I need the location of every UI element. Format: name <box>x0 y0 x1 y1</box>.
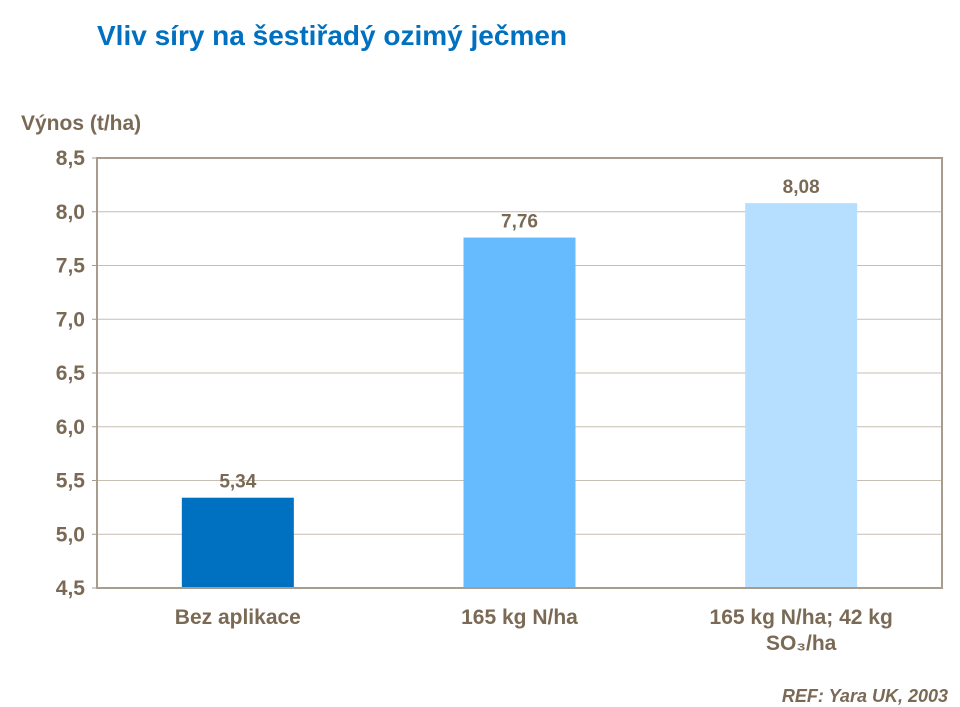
y-tick-label: 4,5 <box>56 577 86 600</box>
x-tick-label: 165 kg N/ha; 42 kg <box>710 606 893 629</box>
data-label: 8,08 <box>783 177 820 198</box>
data-label: 5,34 <box>219 472 256 493</box>
reference-note: REF: Yara UK, 2003 <box>781 686 948 706</box>
x-tick-label: 165 kg N/ha <box>461 606 578 629</box>
y-axis-label: Výnos (t/ha) <box>21 112 142 135</box>
plot-frame <box>96 157 943 589</box>
y-tick-label: 8,5 <box>56 147 86 170</box>
y-tick-label: 6,5 <box>56 362 86 385</box>
chart-title: Vliv síry na šestiřadý ozimý ječmen <box>97 20 568 51</box>
y-tick-label: 6,0 <box>56 416 85 439</box>
y-tick-label: 5,0 <box>56 523 85 546</box>
y-tick-label: 7,5 <box>56 255 86 278</box>
y-tick-label: 5,5 <box>56 470 86 493</box>
bar <box>181 497 294 588</box>
bar <box>745 203 858 588</box>
y-tick-label: 8,0 <box>56 201 85 224</box>
y-tick-label: 7,0 <box>56 308 85 331</box>
x-tick-label: Bez aplikace <box>175 606 301 629</box>
data-label: 7,76 <box>501 212 538 233</box>
x-tick-label: SO₃/ha <box>766 632 837 655</box>
bar <box>463 237 576 589</box>
